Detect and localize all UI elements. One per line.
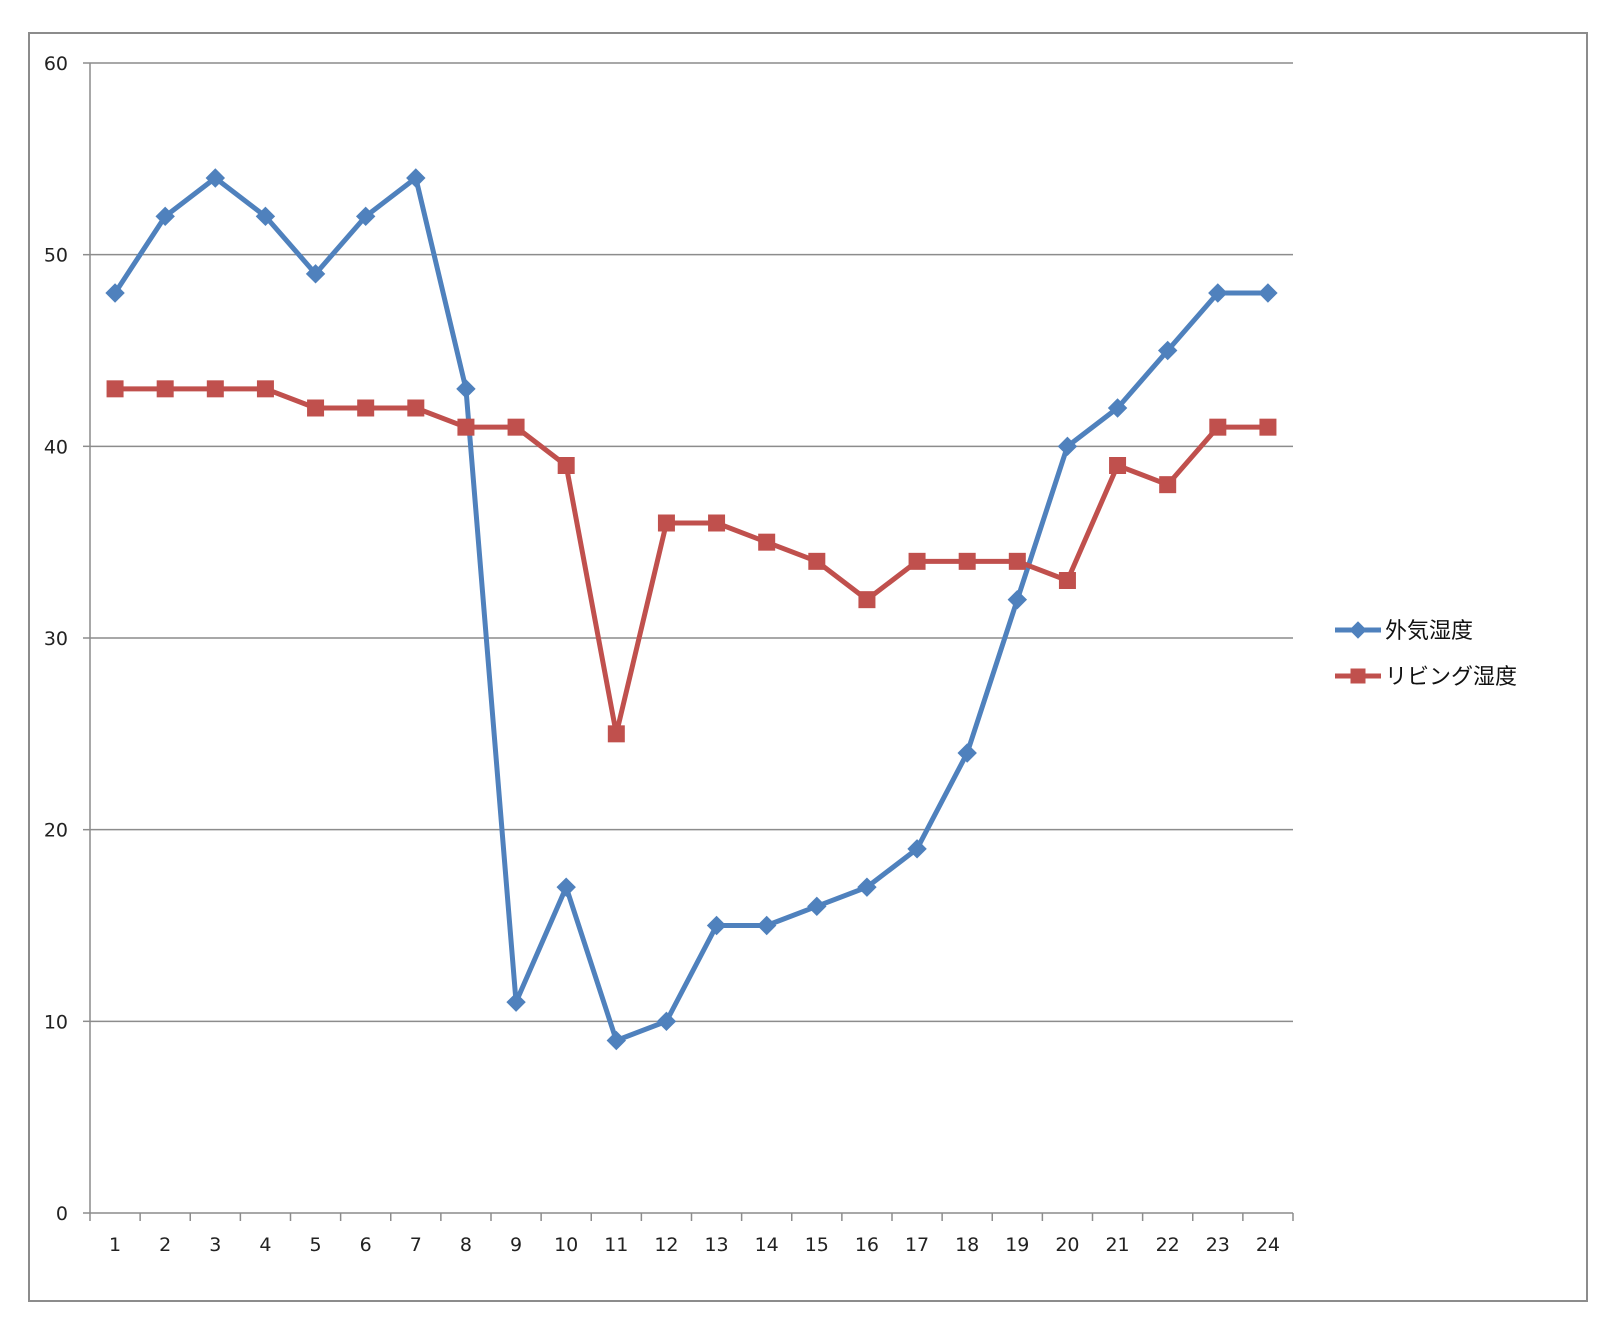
data-point — [156, 380, 174, 398]
data-point — [1208, 283, 1228, 303]
data-point — [1007, 589, 1028, 610]
y-tick-label: 30 — [44, 628, 68, 650]
x-tick-label: 1 — [109, 1234, 121, 1256]
data-point — [456, 379, 476, 399]
x-tick-label: 2 — [159, 1234, 171, 1256]
y-tick-label: 60 — [44, 53, 68, 75]
data-point — [708, 514, 726, 532]
x-tick-label: 11 — [604, 1234, 628, 1256]
series-2 — [106, 380, 1277, 743]
data-point — [1259, 418, 1277, 436]
x-tick-label: 5 — [310, 1234, 322, 1256]
data-point — [807, 896, 827, 917]
data-point — [656, 1011, 677, 1032]
data-point — [858, 591, 876, 609]
x-tick-label: 8 — [460, 1234, 472, 1256]
data-point — [808, 552, 826, 570]
x-tick-label: 12 — [654, 1234, 678, 1256]
legend-swatch-marker — [1349, 621, 1367, 639]
data-point — [305, 264, 326, 284]
y-tick-label: 20 — [44, 820, 68, 842]
x-tick-label: 22 — [1156, 1234, 1180, 1256]
x-tick-label: 10 — [554, 1234, 578, 1256]
data-point — [1057, 436, 1078, 457]
data-point — [155, 206, 175, 227]
data-point — [857, 877, 877, 897]
legend-entry-1: 外気湿度 — [1335, 619, 1473, 644]
x-tick-label: 7 — [410, 1234, 422, 1256]
data-point — [958, 552, 976, 570]
data-point — [907, 839, 927, 859]
data-point — [457, 418, 475, 436]
data-point — [507, 418, 525, 436]
legend-swatch-marker — [1350, 668, 1366, 684]
grid-lines — [90, 62, 1293, 1023]
x-tick-label: 15 — [805, 1234, 829, 1256]
data-point — [606, 1030, 627, 1051]
data-point — [557, 457, 575, 474]
data-point — [357, 399, 375, 417]
data-point — [105, 283, 125, 303]
data-point — [106, 380, 124, 398]
data-point — [407, 399, 425, 417]
data-point — [908, 552, 926, 570]
data-point — [758, 533, 776, 551]
x-tick-label: 21 — [1105, 1234, 1129, 1256]
y-tick-label: 0 — [56, 1203, 68, 1225]
data-point — [307, 399, 325, 417]
y-tick-label: 50 — [44, 245, 68, 267]
series-lines — [105, 168, 1278, 1051]
data-point — [1258, 283, 1278, 303]
x-tick-label: 18 — [955, 1234, 979, 1256]
series-line — [112, 386, 1271, 737]
data-point — [556, 877, 576, 897]
x-tick-label: 3 — [209, 1234, 221, 1256]
y-tick-label: 40 — [44, 436, 68, 458]
x-tick-label: 24 — [1256, 1234, 1280, 1256]
data-point — [1107, 398, 1128, 418]
legend-label: リビング湿度 — [1385, 665, 1517, 690]
x-tick-label: 14 — [755, 1234, 779, 1256]
x-tick-label: 4 — [259, 1234, 271, 1256]
legend-label: 外気湿度 — [1385, 619, 1473, 644]
data-point — [255, 206, 276, 227]
x-tick-label: 6 — [360, 1234, 372, 1256]
data-point — [206, 380, 224, 398]
x-tick-label: 17 — [905, 1234, 929, 1256]
x-tick-label: 20 — [1055, 1234, 1079, 1256]
x-tick-label: 16 — [855, 1234, 879, 1256]
data-point — [607, 725, 625, 743]
data-point — [506, 992, 526, 1012]
x-tick-label: 23 — [1206, 1234, 1230, 1256]
data-point — [756, 915, 777, 936]
data-point — [1008, 552, 1026, 570]
data-point — [1209, 418, 1227, 436]
y-tick-label: 10 — [44, 1011, 68, 1033]
data-point — [1157, 340, 1178, 361]
x-tick-label: 19 — [1005, 1234, 1029, 1256]
data-point — [406, 168, 426, 188]
data-point — [1058, 572, 1076, 589]
data-point — [355, 206, 376, 227]
data-point — [957, 743, 977, 763]
series-1 — [105, 168, 1278, 1051]
data-point — [1109, 457, 1127, 474]
data-point — [205, 168, 226, 188]
legend-entry-2: リビング湿度 — [1335, 665, 1517, 690]
data-point — [657, 514, 675, 532]
x-tick-label: 9 — [510, 1234, 522, 1256]
series-line — [112, 175, 1271, 1043]
data-point — [706, 915, 727, 936]
data-point — [256, 380, 274, 398]
data-point — [1159, 476, 1177, 494]
x-tick-label: 13 — [704, 1234, 728, 1256]
